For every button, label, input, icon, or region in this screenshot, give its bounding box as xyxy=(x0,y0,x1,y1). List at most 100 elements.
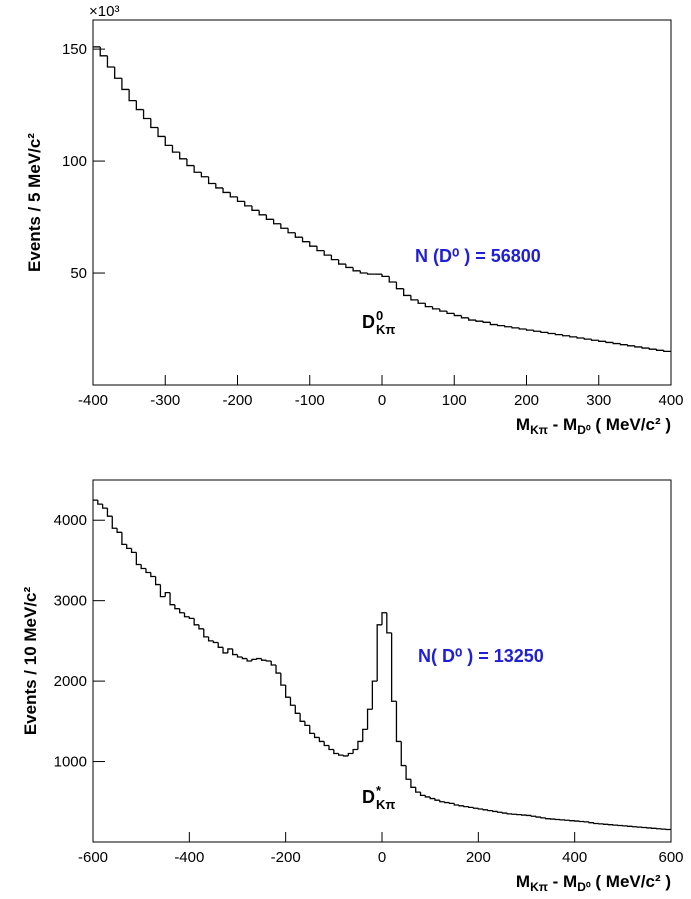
histogram-bin xyxy=(99,46,108,57)
histogram-bin xyxy=(309,725,315,735)
histogram-bin xyxy=(323,250,332,256)
annotation-superscript: * xyxy=(376,783,382,798)
histogram-bin xyxy=(183,612,190,618)
histogram-bin xyxy=(634,345,643,348)
histogram-bin xyxy=(301,237,310,243)
histogram-bin xyxy=(405,765,411,780)
x-tick-label: 0 xyxy=(378,849,386,866)
histogram-bin xyxy=(260,658,267,661)
histogram-bin xyxy=(439,800,445,803)
x-axis-label-part: M xyxy=(516,872,530,891)
histogram-bin xyxy=(135,552,142,566)
histogram-bin xyxy=(419,792,426,796)
histogram-bin xyxy=(256,657,262,660)
histogram-bin xyxy=(106,508,113,517)
histogram-bin xyxy=(547,332,556,335)
histogram-bin xyxy=(390,632,397,702)
histogram-bin xyxy=(417,299,426,304)
histogram-bin xyxy=(347,752,354,756)
histogram-bin xyxy=(212,640,219,644)
x-axis-label-subscript: Kπ xyxy=(530,880,548,894)
histogram-bin xyxy=(477,808,484,810)
histogram-bin xyxy=(453,803,460,806)
histogram-bin xyxy=(511,326,520,329)
histogram-bin xyxy=(227,648,233,653)
x-axis-label-part: ( MeV/c² ) xyxy=(591,872,671,891)
x-tick-label: -400 xyxy=(78,392,108,409)
histogram-bin xyxy=(482,809,488,811)
histogram-bin xyxy=(352,267,361,272)
histogram-bin xyxy=(157,127,166,138)
x-tick-label: 200 xyxy=(466,849,491,866)
histogram-bin xyxy=(229,192,238,198)
histogram-bin xyxy=(376,624,382,682)
histogram-bin xyxy=(241,656,248,660)
histogram-bin xyxy=(345,264,354,269)
y-axis-label: Events / 5 MeV/c² xyxy=(25,133,44,272)
histogram-bin xyxy=(424,795,431,798)
histogram-bin xyxy=(135,100,144,111)
histogram-bin xyxy=(381,274,390,278)
histogram-bin xyxy=(150,572,156,578)
histogram-bin xyxy=(309,241,317,247)
histogram-bin xyxy=(342,755,349,757)
histogram-bin xyxy=(627,344,635,347)
y-tick-label: 50 xyxy=(70,265,87,282)
plot-frame xyxy=(92,479,672,843)
histogram-bin xyxy=(318,737,325,743)
histogram-bin xyxy=(222,647,228,654)
histogram-bin xyxy=(424,303,433,308)
histogram-bin xyxy=(114,67,122,79)
histogram-bin xyxy=(217,642,224,648)
histogram-bin xyxy=(612,342,621,345)
histogram-bin xyxy=(576,336,585,339)
histogram-bin xyxy=(410,295,419,301)
histogram-bin xyxy=(328,745,334,751)
histogram-bin xyxy=(400,741,407,767)
histogram-bin xyxy=(489,322,498,326)
histogram-bin xyxy=(357,740,363,750)
x-axis-label-part: - M xyxy=(548,415,577,434)
histogram-bin xyxy=(207,176,216,185)
histogram-panel: -600 -400 -200 0 200 400 600 1000 2000 3000 4000 Ev… xyxy=(21,479,684,894)
histogram-bin xyxy=(275,665,281,674)
x-axis-label: MKπ - MD⁰ ( MeV/c² ) xyxy=(516,415,671,437)
x-axis-label-part: M xyxy=(516,415,530,434)
annotation-text: N( D⁰ ) = 13250 xyxy=(418,646,544,666)
y-tick-label: 2000 xyxy=(54,673,87,690)
histogram-bin xyxy=(395,281,404,290)
x-tick-label: -100 xyxy=(295,392,325,409)
histogram-bin xyxy=(663,350,671,353)
histogram-bin xyxy=(150,118,159,129)
x-tick-label: -200 xyxy=(222,392,252,409)
x-axis-label-subscript: D⁰ xyxy=(577,423,591,437)
histogram-bin xyxy=(530,815,537,817)
histogram-bin xyxy=(140,564,146,570)
histogram-bin xyxy=(338,259,346,265)
histogram-bin xyxy=(294,232,303,238)
y-tick-label: 3000 xyxy=(54,593,87,610)
histogram-bin xyxy=(236,196,245,203)
histogram-bin xyxy=(316,246,325,252)
histogram-bin xyxy=(381,612,387,625)
x-tick-label: -400 xyxy=(174,849,204,866)
histogram-bin xyxy=(164,136,173,147)
histogram-bin xyxy=(116,528,122,533)
histogram-bin xyxy=(593,822,599,825)
y-tick-label: 100 xyxy=(62,153,87,170)
histogram-bin xyxy=(186,158,195,167)
histogram-bin xyxy=(142,109,151,120)
y-tick-label: 4000 xyxy=(54,512,87,529)
histogram-bin xyxy=(410,779,416,788)
histogram-bin xyxy=(434,798,440,801)
annotation-subscript: Kπ xyxy=(376,322,395,337)
histogram-bin xyxy=(313,733,320,739)
histogram-bin xyxy=(126,544,132,550)
histogram-bin xyxy=(496,811,503,813)
annotation-superscript: 0 xyxy=(376,308,383,323)
histogram-bin xyxy=(352,748,358,754)
histogram-bin xyxy=(366,708,373,730)
x-tick-label: 300 xyxy=(586,392,611,409)
annotation: N( D⁰ ) = 13250 xyxy=(418,646,544,666)
histogram-bin xyxy=(533,330,541,332)
